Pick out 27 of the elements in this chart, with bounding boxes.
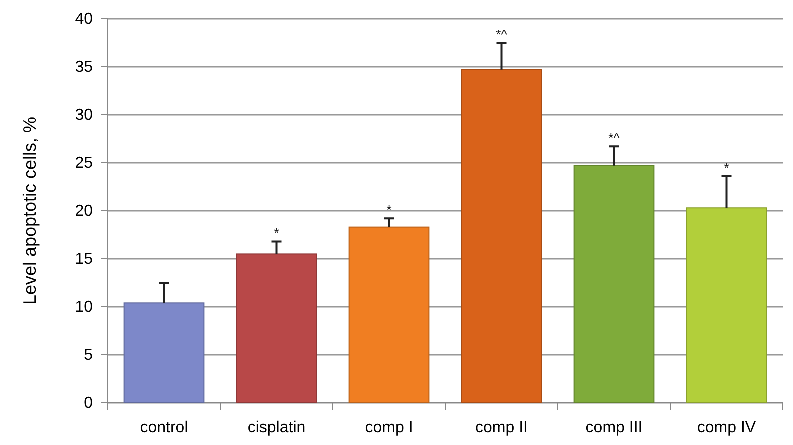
y-tick-label: 5 bbox=[84, 347, 94, 364]
x-tick-label: comp I bbox=[365, 419, 414, 436]
annotation: * bbox=[724, 160, 730, 176]
bar bbox=[236, 254, 318, 404]
annotation: * bbox=[274, 226, 280, 241]
x-tick-label: comp III bbox=[586, 419, 643, 436]
y-axis-title: Level apoptotic cells, % bbox=[20, 116, 40, 306]
y-tick-label: 35 bbox=[75, 59, 94, 76]
bar bbox=[124, 302, 205, 404]
annotation: *^ bbox=[496, 27, 508, 42]
y-tick-label: 15 bbox=[75, 251, 94, 268]
x-tick-label: cisplatin bbox=[248, 419, 306, 436]
x-tick-label: comp II bbox=[476, 419, 528, 436]
x-tick-label: control bbox=[140, 419, 188, 436]
x-tick-label: comp IV bbox=[697, 419, 756, 436]
y-tick-label: 0 bbox=[84, 395, 94, 412]
bar bbox=[461, 69, 542, 404]
y-tick-label: 25 bbox=[75, 155, 94, 172]
annotation: * bbox=[386, 202, 392, 218]
bar bbox=[348, 226, 430, 404]
bar bbox=[686, 208, 768, 404]
y-tick-label: 10 bbox=[75, 299, 94, 316]
y-tick-label: 40 bbox=[75, 11, 94, 28]
annotation: *^ bbox=[608, 130, 621, 146]
bar bbox=[574, 165, 655, 404]
y-tick-label: 30 bbox=[75, 107, 94, 124]
y-tick-label: 20 bbox=[75, 203, 94, 220]
